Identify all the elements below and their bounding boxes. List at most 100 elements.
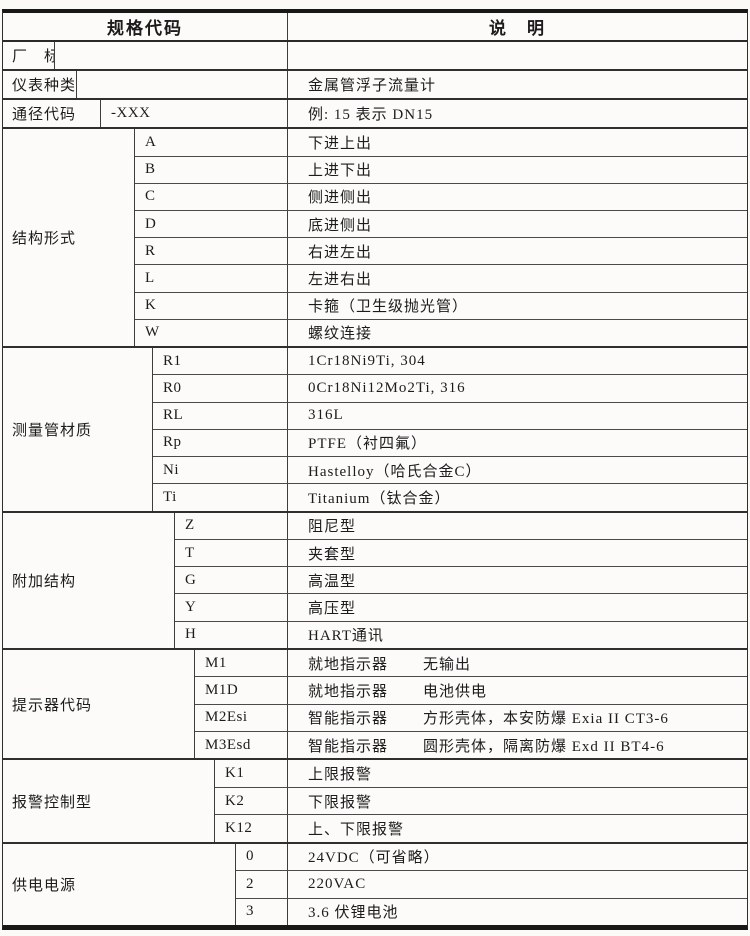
table-section: 报警控制型 K1 上限报警 K2 下限报警 K12 上、下限报警 (3, 758, 747, 842)
code-cell: G (175, 567, 288, 594)
code-cell: K12 (215, 815, 288, 842)
desc-cell: 底进侧出 (308, 217, 373, 234)
table-row: L 左进右出 (135, 264, 747, 292)
table-section: 结构形式 A 下进上出 B 上进下出 C 侧进侧出 D 底进侧出 R 右进左出 L 左进右出 K 卡箍（卫生… (3, 127, 747, 347)
table-section: 供电电源 0 24VDC（可省略） 2 220VAC 3 3.6 伏锂电池 (3, 841, 747, 925)
code-cell: A (135, 129, 288, 156)
section-rows: R1 1Cr18Ni9Ti, 304 R0 0Cr18Ni12Mo2Ti, 316 RL… (153, 348, 747, 511)
table-row: M1D 就地指示器 电池供电 (195, 676, 747, 704)
desc-cell: 卡箍（卫生级抛光管） (308, 299, 469, 316)
desc-cell: 上限报警 (308, 767, 373, 784)
desc-cell: 智能指示器 圆形壳体，隔离防爆 Exd II BT4-6 (288, 732, 747, 758)
code-cell: K2 (215, 787, 288, 815)
desc-cell: 侧进侧出 (308, 190, 373, 207)
table-row: T 夹套型 (175, 538, 747, 567)
table-row: Y 高压型 (175, 593, 747, 621)
code-cell: T (175, 539, 288, 567)
table-row: H HART通讯 (175, 620, 747, 649)
desc-cell: 左进右出 (308, 271, 373, 288)
section-rows: Z 阻尼型 T 夹套型 G 高温型 Y 高压型 H HART通讯 (175, 512, 747, 649)
table-row: RL 316L (153, 401, 747, 429)
desc-part2: 电池供电 (423, 684, 488, 701)
desc-part1: 就地指示器 (308, 656, 389, 673)
table-row: R1 1Cr18Ni9Ti, 304 (153, 348, 747, 375)
section-label: 报警控制型 (3, 760, 215, 842)
desc-cell: 就地指示器 无输出 (288, 650, 747, 676)
section-rows: -XXX 例: 15 表示 DN15 (101, 100, 747, 128)
desc-cell: 例: 15 表示 DN15 (308, 107, 434, 124)
code-cell: D (135, 210, 288, 238)
table-row: D 底进侧出 (135, 209, 747, 238)
table-row: C 侧进侧出 (135, 182, 747, 210)
desc-cell: 3.6 伏锂电池 (308, 905, 399, 922)
section-label: 供电电源 (3, 843, 236, 925)
table-section: 仪表种类 金属管浮子流量计 (3, 69, 747, 99)
table-row: 金属管浮子流量计 (77, 71, 747, 99)
table-row: Ti Titanium（钛合金） (153, 483, 747, 511)
section-rows: A 下进上出 B 上进下出 C 侧进侧出 D 底进侧出 R 右进左出 L 左进右出 K 卡箍（卫生级抛光管… (135, 129, 747, 347)
section-label: 厂 标 (3, 42, 55, 70)
code-cell: H (175, 621, 288, 649)
table-row (55, 42, 747, 70)
desc-cell: 右进左出 (308, 244, 373, 261)
table-row: -XXX 例: 15 表示 DN15 (101, 100, 747, 128)
section-label: 通径代码 (3, 100, 101, 128)
section-label: 附加结构 (3, 512, 175, 649)
table-row: K2 下限报警 (215, 786, 747, 815)
table-row: A 下进上出 (135, 129, 747, 156)
section-label: 仪表种类 (3, 71, 77, 99)
table-row: W 螺纹连接 (135, 318, 747, 347)
code-cell: M3Esd (195, 732, 288, 759)
code-cell: Ni (153, 457, 288, 484)
desc-part1: 智能指示器 (308, 738, 389, 755)
desc-cell: 智能指示器 方形壳体，本安防爆 Exia II CT3-6 (288, 705, 747, 731)
section-label: 提示器代码 (3, 650, 195, 759)
code-cell: R (135, 238, 288, 265)
table-row: R 右进左出 (135, 237, 747, 265)
desc-cell: HART通讯 (308, 628, 384, 645)
table-row: B 上进下出 (135, 155, 747, 183)
code-cell: R0 (153, 375, 288, 402)
section-rows: K1 上限报警 K2 下限报警 K12 上、下限报警 (215, 760, 747, 842)
desc-cell: 316L (308, 407, 344, 424)
desc-cell: Hastelloy（哈氏合金C） (308, 463, 482, 480)
code-cell: K1 (215, 760, 288, 787)
table-header-row: 规格代码 说 明 (3, 13, 747, 42)
code-cell: K (135, 292, 288, 319)
code-cell: -XXX (101, 100, 288, 128)
table-row: R0 0Cr18Ni12Mo2Ti, 316 (153, 374, 747, 402)
section-rows (55, 42, 747, 70)
table-row: 3 3.6 伏锂电池 (236, 897, 747, 925)
code-cell (77, 71, 288, 99)
code-cell: 0 (236, 843, 288, 871)
desc-cell: 金属管浮子流量计 (308, 78, 437, 95)
code-cell: M2Esi (195, 704, 288, 732)
code-cell: Y (175, 594, 288, 621)
section-label: 结构形式 (3, 129, 135, 347)
table-section: 附加结构 Z 阻尼型 T 夹套型 G 高温型 Y 高压型 H HART通讯 (3, 510, 747, 649)
table-row: K12 上、下限报警 (215, 814, 747, 842)
table-row: M2Esi 智能指示器 方形壳体，本安防爆 Exia II CT3-6 (195, 703, 747, 732)
desc-cell: Titanium（钛合金） (308, 490, 451, 507)
desc-cell: 螺纹连接 (308, 326, 373, 343)
code-cell: Ti (153, 484, 288, 511)
table-row: K 卡箍（卫生级抛光管） (135, 291, 747, 319)
code-cell: M1 (195, 650, 288, 677)
desc-part1: 就地指示器 (308, 684, 389, 701)
table-row: Ni Hastelloy（哈氏合金C） (153, 456, 747, 484)
desc-cell: 阻尼型 (308, 519, 357, 536)
code-cell: R1 (153, 348, 288, 375)
desc-cell: 高温型 (308, 573, 357, 590)
table-row: Z 阻尼型 (175, 512, 747, 539)
code-cell: C (135, 183, 288, 210)
code-cell: B (135, 156, 288, 183)
section-rows: M1 就地指示器 无输出 M1D 就地指示器 电池供电 M2Esi 智能指示器 方形壳体，本安防… (195, 650, 747, 759)
desc-cell: 高压型 (308, 601, 357, 618)
table-row: M1 就地指示器 无输出 (195, 650, 747, 677)
code-cell: W (135, 319, 288, 347)
desc-cell (288, 42, 747, 69)
desc-cell: 夹套型 (308, 546, 357, 563)
table-row: G 高温型 (175, 566, 747, 594)
table-row: K1 上限报警 (215, 760, 747, 787)
